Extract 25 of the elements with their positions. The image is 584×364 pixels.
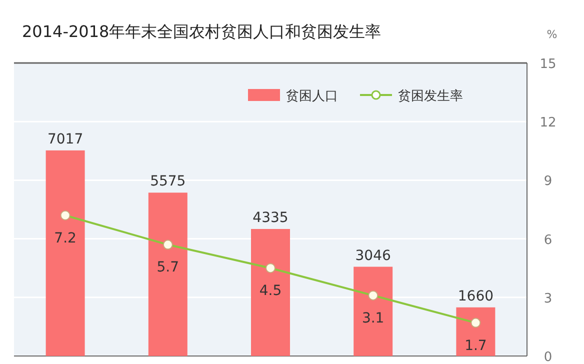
y2-tick-label: 15 xyxy=(540,57,556,72)
y2-tick-label: 3 xyxy=(544,291,552,306)
data-label: 5575 xyxy=(150,174,186,190)
data-label: 5.7 xyxy=(156,260,180,276)
y2-tick-label: 9 xyxy=(544,174,552,190)
legend-label: 贫困人口 xyxy=(286,89,338,104)
bar xyxy=(46,150,85,356)
data-label: 3046 xyxy=(355,248,391,264)
data-label: 1660 xyxy=(458,288,494,304)
data-label: 4335 xyxy=(252,210,288,226)
data-label: 7017 xyxy=(47,131,84,148)
y2-axis-title: % xyxy=(546,28,558,41)
y2-tick-label: 0 xyxy=(544,350,552,364)
bar xyxy=(251,228,290,356)
data-label: 7.2 xyxy=(54,230,76,246)
data-label: 3.1 xyxy=(362,310,384,326)
y2-tick-label: 12 xyxy=(540,116,556,131)
data-label: 4.5 xyxy=(259,283,282,300)
bar xyxy=(456,307,496,356)
y2-tick-label: 6 xyxy=(544,232,552,248)
chart-title: 2014-2018年年末全国农村贫困人口和贫困发生率 xyxy=(22,22,382,41)
bar xyxy=(354,266,393,356)
data-label: 1.7 xyxy=(464,338,487,354)
bar xyxy=(148,192,188,356)
legend-label: 贫困发生率 xyxy=(398,88,463,104)
